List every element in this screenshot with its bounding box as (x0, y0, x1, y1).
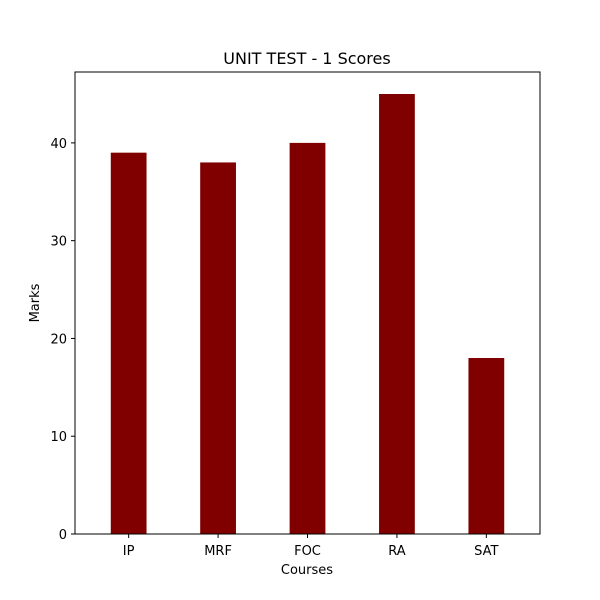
y-tick-label: 0 (59, 528, 67, 543)
bars-layer (110, 94, 505, 535)
bar-foc (289, 142, 326, 534)
chart-title: UNIT TEST - 1 Scores (223, 49, 390, 68)
y-axis-title: Marks (28, 283, 43, 322)
ticks-layer: IP MRF FOC RA SAT 0 10 20 30 40 (50, 137, 498, 559)
x-tick-label: MRF (204, 544, 232, 559)
bar-mrf (200, 162, 236, 534)
bar-ra (379, 94, 415, 534)
x-tick-label: FOC (294, 544, 321, 559)
x-tick-label: IP (123, 544, 135, 559)
bar-sat (468, 358, 505, 534)
x-tick-label: SAT (474, 544, 498, 559)
x-axis-title: Courses (281, 563, 333, 578)
plot-frame (74, 71, 541, 535)
y-tick-label: 10 (50, 430, 67, 445)
x-tick-label: RA (388, 544, 406, 559)
y-tick-label: 40 (50, 137, 67, 152)
bar-ip (110, 152, 147, 535)
y-tick-label: 20 (50, 332, 67, 347)
y-tick-label: 30 (50, 235, 67, 250)
